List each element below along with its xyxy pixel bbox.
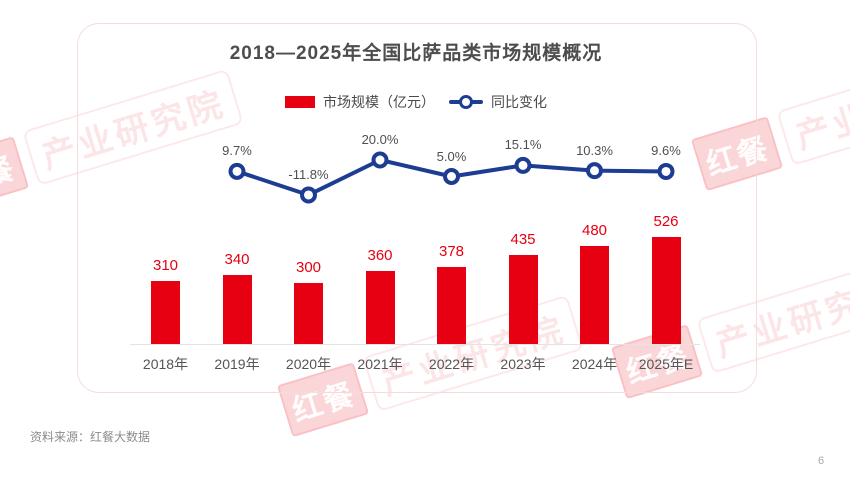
x-axis-tick-label: 2024年 [571,356,618,372]
legend-label-line-series: 同比变化 [491,94,547,110]
line-series-marker-icon [449,95,483,109]
x-axis-tick-label: 2021年 [357,356,403,372]
line-value-label: 15.1% [504,137,542,153]
line-value-label: -11.8% [288,166,329,182]
chart-card [77,23,757,393]
bar [294,283,323,344]
bar-value-label: 435 [510,231,536,248]
bar [151,281,180,344]
chart-title: 2018—2025年全国比萨品类市场规模概况 [229,43,603,64]
bar [651,237,681,344]
x-axis-tick-label: 2019年 [214,356,260,372]
x-axis-tick-label: 2023年 [500,356,546,372]
line-value-label: 20.0% [361,132,399,147]
bar-series-swatch-icon [285,96,315,108]
x-axis-tick-label: 2025年E [638,356,694,372]
bar [365,271,395,344]
bar [222,275,252,344]
bar [580,246,609,344]
x-axis-tick-label: 2020年 [285,356,332,372]
bar [437,267,466,344]
legend-item-line-series: 同比变化 [449,92,547,112]
bar-value-label: 360 [367,247,393,264]
legend: 市场规模（亿元） 同比变化 [77,92,755,112]
bar-value-label: 310 [152,257,179,274]
bar [508,255,538,344]
source-note: 资料来源：红餐大数据 [30,430,151,444]
line-value-label: 5.0% [436,148,467,164]
bar-value-label: 378 [438,243,465,260]
bar-value-label: 340 [224,251,250,268]
line-value-label: 9.7% [222,143,252,159]
line-value-label: 10.3% [576,142,613,158]
line-value-label: 9.6% [651,143,681,159]
legend-item-bar-series: 市场规模（亿元） [285,92,435,112]
legend-label-bar-series: 市场规模（亿元） [323,94,435,110]
x-axis-line [130,344,700,345]
bar-value-label: 526 [653,213,679,230]
x-axis-tick-label: 2022年 [428,356,475,372]
page-number: 6 [818,455,825,467]
x-axis-tick-label: 2018年 [142,356,189,372]
bar-value-label: 480 [581,222,608,239]
bar-value-label: 300 [295,259,322,276]
